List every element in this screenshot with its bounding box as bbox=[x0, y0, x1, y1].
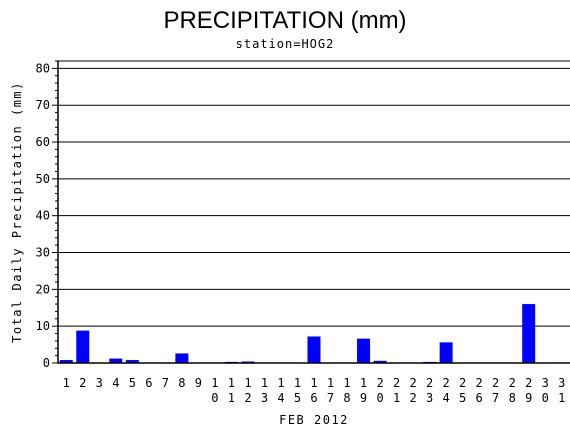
x-tick-label-6: 6 bbox=[145, 376, 152, 390]
y-tick-label-10: 10 bbox=[36, 319, 50, 333]
bar-day-16 bbox=[307, 336, 321, 363]
x-ticks: 1 2 3 4 5 6 7 8 9 1 01 11 21 31 41 51 61 71 81 92 02 12 22 32 42… bbox=[63, 376, 566, 405]
chart-subtitle: station=HOG2 bbox=[236, 37, 335, 51]
gridlines bbox=[58, 67, 570, 327]
y-ticks: 0 10 20 30 40 50 60 70 80 bbox=[36, 60, 58, 370]
bar-day-1 bbox=[59, 360, 73, 363]
y-tick-label-0: 0 bbox=[43, 356, 50, 370]
x-tick-label-2: 2 bbox=[79, 376, 86, 390]
x-tick-label-3: 3 bbox=[96, 376, 103, 390]
y-tick-label-40: 40 bbox=[36, 209, 50, 223]
y-tick-label-80: 80 bbox=[36, 61, 50, 75]
bars bbox=[59, 304, 536, 363]
x-tick-label-7: 7 bbox=[162, 376, 169, 390]
chart-title: PRECIPITATION (mm) bbox=[163, 7, 406, 34]
x-tick-label-8: 8 bbox=[178, 376, 185, 390]
bar-day-19 bbox=[357, 338, 371, 363]
bar-day-20 bbox=[373, 360, 387, 363]
bar-day-4 bbox=[109, 358, 123, 363]
x-tick-label-9: 9 bbox=[195, 376, 202, 390]
x-axis-label: FEB 2012 bbox=[279, 413, 349, 427]
y-axis-label: Total Daily Precipitation (mm) bbox=[10, 81, 24, 343]
y-tick-label-20: 20 bbox=[36, 282, 50, 296]
bar-day-24 bbox=[439, 342, 453, 363]
x-tick-label-5: 5 bbox=[129, 376, 136, 390]
bar-day-2 bbox=[76, 330, 90, 363]
bar-day-8 bbox=[175, 353, 189, 363]
bar-day-29 bbox=[522, 304, 536, 363]
x-tick-label-1: 1 bbox=[63, 376, 70, 390]
bar-day-5 bbox=[125, 360, 139, 363]
x-tick-label-4: 4 bbox=[112, 376, 119, 390]
axes bbox=[57, 60, 570, 364]
y-tick-label-50: 50 bbox=[36, 172, 50, 186]
y-tick-label-70: 70 bbox=[36, 98, 50, 112]
y-tick-label-30: 30 bbox=[36, 246, 50, 260]
y-tick-label-60: 60 bbox=[36, 135, 50, 149]
